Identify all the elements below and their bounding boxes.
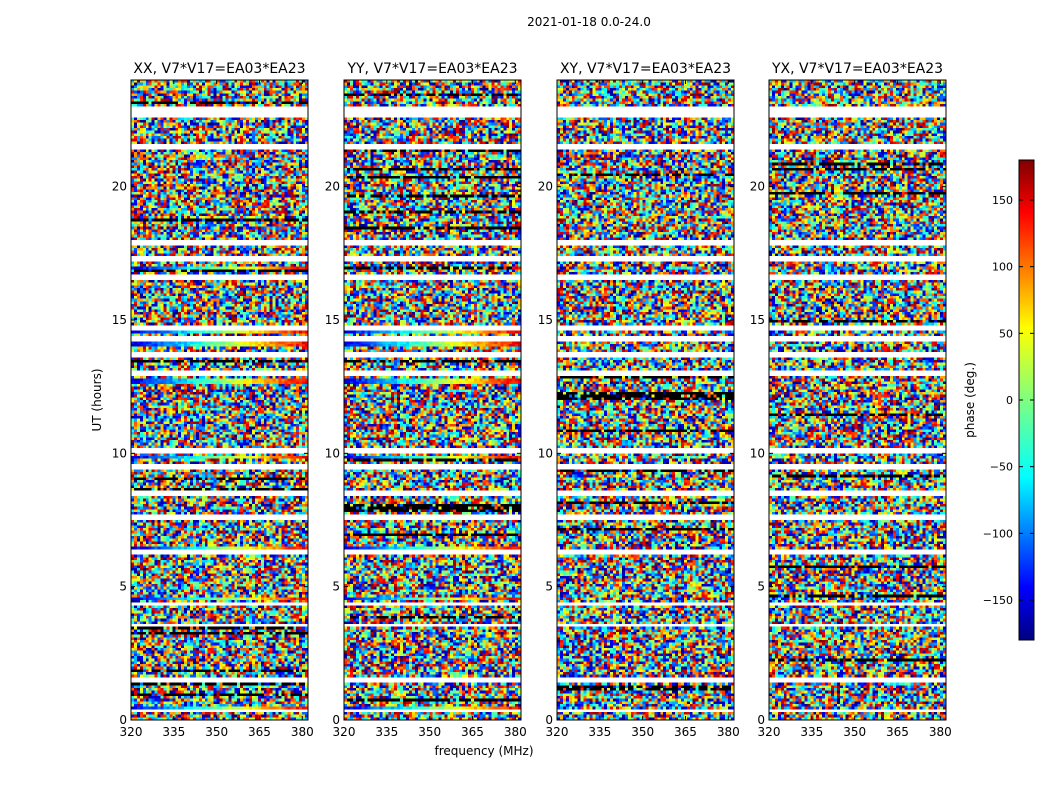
panel-frame xyxy=(768,79,947,721)
y-tick-label: 0 xyxy=(545,713,553,727)
colorbar-tick-label: 100 xyxy=(992,261,1013,274)
panel-frame xyxy=(343,79,522,721)
y-tick-label: 15 xyxy=(112,313,127,327)
y-tick-label: 0 xyxy=(757,713,765,727)
y-tick-label: 20 xyxy=(112,180,127,194)
x-tick-label: 365 xyxy=(248,725,271,739)
y-tick-label: 10 xyxy=(325,446,340,460)
x-tick-label: 350 xyxy=(631,725,654,739)
x-tick-label: 380 xyxy=(504,725,527,739)
x-tick-label: 365 xyxy=(674,725,697,739)
y-tick-label: 10 xyxy=(750,446,765,460)
colorbar-tick-label: −150 xyxy=(983,594,1013,607)
x-tick-label: 380 xyxy=(291,725,314,739)
colorbar-ticks: −150 −100 −50 0 50 100 150 xyxy=(983,194,1034,607)
panel-frame xyxy=(556,79,735,721)
y-tick-label: 15 xyxy=(325,313,340,327)
panel-xx: XX, V7*V17=EA03*EA23 320 335 350 365 380 0 5 10 1… xyxy=(112,61,314,739)
heatmap-image xyxy=(131,80,308,720)
y-tick-label: 10 xyxy=(112,446,127,460)
panel-title: YX, V7*V17=EA03*EA23 xyxy=(771,61,943,77)
heatmap-image xyxy=(769,80,946,720)
heatmap-image xyxy=(557,80,734,720)
x-tick-label: 380 xyxy=(929,725,952,739)
y-tick-label: 0 xyxy=(332,713,340,727)
y-tick-label: 5 xyxy=(119,580,127,594)
x-tick-label: 335 xyxy=(375,725,398,739)
colorbar: −150 −100 −50 0 50 100 150 phase (deg.) xyxy=(963,159,1035,641)
heatmap-image xyxy=(344,80,521,720)
colorbar-label: phase (deg.) xyxy=(963,362,977,438)
colorbar-tick-label: −50 xyxy=(990,461,1013,474)
y-tick-label: 15 xyxy=(750,313,765,327)
panels-group: XX, V7*V17=EA03*EA23 320 335 350 365 380 0 5 10 1… xyxy=(112,61,952,739)
panel-xy: XY, V7*V17=EA03*EA23 320 335 350 365 380 0 5 10 1… xyxy=(538,61,740,739)
y-axis-label: UT (hours) xyxy=(90,368,104,431)
x-tick-label: 365 xyxy=(461,725,484,739)
x-tick-label: 380 xyxy=(717,725,740,739)
panel-yx: YX, V7*V17=EA03*EA23 320 335 350 365 380 0 5 10 1… xyxy=(750,61,952,739)
y-tick-label: 20 xyxy=(538,180,553,194)
panel-title: YY, V7*V17=EA03*EA23 xyxy=(346,61,517,77)
y-tick-label: 5 xyxy=(757,580,765,594)
y-tick-label: 15 xyxy=(538,313,553,327)
figure-suptitle: 2021-01-18 0.0-24.0 xyxy=(527,15,651,29)
panel-frame xyxy=(130,79,309,721)
x-tick-label: 320 xyxy=(758,725,781,739)
y-tick-label: 5 xyxy=(545,580,553,594)
x-tick-label: 320 xyxy=(333,725,356,739)
y-tick-label: 5 xyxy=(332,580,340,594)
y-tick-label: 20 xyxy=(750,180,765,194)
x-tick-label: 350 xyxy=(843,725,866,739)
colorbar-tick-label: 150 xyxy=(992,194,1013,207)
x-tick-label: 335 xyxy=(800,725,823,739)
x-tick-label: 320 xyxy=(546,725,569,739)
colorbar-tick-label: 0 xyxy=(1006,394,1013,407)
y-tick-label: 0 xyxy=(119,713,127,727)
x-tick-label: 320 xyxy=(120,725,143,739)
colorbar-tick-label: −100 xyxy=(983,527,1013,540)
panel-yy: YY, V7*V17=EA03*EA23 320 335 350 365 380 0 5 10 1… xyxy=(325,61,527,739)
panel-title: XY, V7*V17=EA03*EA23 xyxy=(560,61,731,77)
x-tick-label: 350 xyxy=(205,725,228,739)
panel-title: XX, V7*V17=EA03*EA23 xyxy=(133,61,305,77)
x-tick-label: 365 xyxy=(886,725,909,739)
x-tick-label: 335 xyxy=(162,725,185,739)
y-tick-label: 20 xyxy=(325,180,340,194)
x-tick-label: 350 xyxy=(418,725,441,739)
y-tick-label: 10 xyxy=(538,446,553,460)
x-tick-label: 335 xyxy=(588,725,611,739)
colorbar-tick-label: 50 xyxy=(999,327,1013,340)
x-axis-label: frequency (MHz) xyxy=(434,744,533,758)
